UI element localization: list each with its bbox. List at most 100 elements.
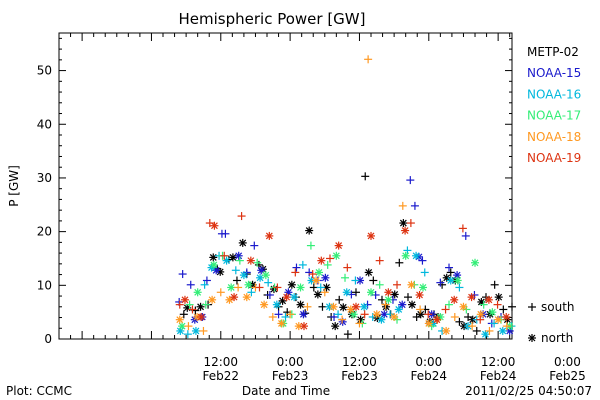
y-tick-label: 0 [44,332,52,346]
point-south [485,326,494,335]
point-north [432,315,441,324]
legend-entry: NOAA-18 [527,130,581,144]
point-north [398,300,407,309]
point-south [479,300,488,309]
point-north [384,288,393,297]
y-tick-label: 30 [37,171,52,185]
point-south [323,260,332,269]
footer-timestamp: 2011/02/25 04:50:07 [465,384,592,398]
point-south [410,201,419,210]
point-south [274,310,283,319]
y-tick-label: 10 [37,278,52,292]
point-south [247,288,256,297]
point-south [445,300,454,309]
point-north [296,283,305,292]
point-south [184,322,193,331]
point-south [446,268,455,277]
point-south [179,310,188,319]
point-south [406,219,415,228]
point-south [441,305,450,314]
point-south [445,263,454,272]
point-south [309,283,318,292]
point-north [180,295,189,304]
point-north [244,280,253,289]
point-north [407,280,416,289]
point-south [499,305,508,314]
point-south [298,260,307,269]
point-north [332,251,341,260]
point-north [351,302,360,311]
point-north [334,241,343,250]
point-north [408,300,417,309]
point-south [493,300,502,309]
point-north [294,322,303,331]
point-south [438,280,447,289]
point-south [185,300,194,309]
point-north [272,300,281,309]
point-south [320,288,329,297]
point-south [286,310,295,319]
point-north [329,302,338,311]
point-south [343,330,352,339]
point-south [502,322,511,331]
point-south [308,270,317,279]
legend-entry: NOAA-15 [527,66,581,80]
point-north [230,293,239,302]
point-south [338,315,347,324]
point-south [186,280,195,289]
point-north [209,260,218,269]
point-south [216,288,225,297]
point-south [361,172,370,181]
point-north [282,293,291,302]
point-north [494,293,503,302]
point-north [401,251,410,260]
point-north [296,300,305,309]
point-south [420,268,429,277]
footer-plot-credit: Plot: CCMC [6,384,72,398]
point-north [416,310,425,319]
legend: METP-02 NOAA-15 NOAA-16 NOAA-17 NOAA-18 NOAA-… [527,45,581,165]
point-south [403,293,412,302]
point-north [399,219,408,228]
south-symbol [528,303,536,311]
x-tick-time-label: 0:00 [415,355,442,369]
point-north [287,280,296,289]
point-south [436,278,445,287]
point-north [234,251,243,260]
point-north [317,256,326,265]
point-south [416,305,425,314]
point-south [235,256,244,265]
x-tick-date-label: Feb24 [480,369,517,383]
point-south [424,310,433,319]
point-south [461,231,470,240]
point-south [265,290,274,299]
north-label: north [541,331,573,345]
point-north [367,231,376,240]
point-south [200,280,209,289]
point-north [342,288,351,297]
point-north [459,302,468,311]
point-north [299,310,308,319]
point-south [458,224,467,233]
point-north [175,315,184,324]
point-north [196,302,205,311]
point-north [277,319,286,328]
y-axis-label: P [GW] [7,165,21,207]
point-south [303,302,312,311]
point-north [481,330,490,339]
point-south [292,263,301,272]
x-tick-date-label: Feb25 [549,369,586,383]
point-south [341,273,350,282]
point-south [343,263,352,272]
point-north [488,308,497,317]
point-south [237,212,246,221]
point-south [234,283,243,292]
x-tick-date-label: Feb23 [341,369,378,383]
point-north [315,268,324,277]
point-south [202,276,211,285]
series-metp-02 [179,172,516,339]
point-north [442,273,451,282]
point-south [418,256,427,265]
